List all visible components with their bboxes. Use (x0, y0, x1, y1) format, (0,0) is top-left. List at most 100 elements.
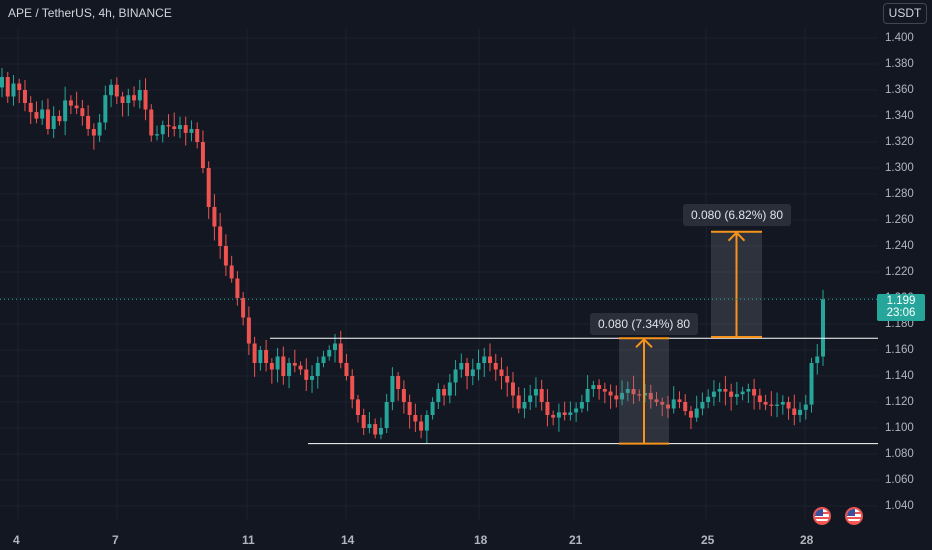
y-tick-label: 1.340 (885, 110, 914, 122)
candle-body (103, 95, 108, 123)
bar-countdown: 23:06 (886, 307, 916, 319)
x-tick-label: 11 (242, 533, 255, 547)
candle-body (338, 343, 343, 363)
candle-body (562, 412, 567, 415)
candle-body (780, 402, 785, 405)
candle-body (310, 376, 315, 380)
candle-body (476, 363, 481, 370)
candle-body (821, 299, 825, 357)
candle-body (631, 389, 636, 395)
candle-body (281, 356, 286, 376)
candle-body (465, 363, 470, 376)
candle-body (218, 226, 223, 246)
currency-button[interactable]: USDT (883, 3, 927, 24)
candle-body (769, 404, 774, 406)
candle-body (424, 415, 429, 431)
candle-body (499, 369, 504, 376)
candle-body (602, 389, 607, 392)
candle-body (269, 363, 274, 370)
candle-body (413, 415, 418, 422)
candles (0, 67, 825, 444)
candle-body (252, 343, 257, 363)
y-tick-label: 1.100 (885, 422, 914, 434)
flag-icon[interactable] (845, 507, 863, 525)
candle-body (551, 415, 556, 418)
candle-body (614, 395, 619, 400)
measure-arrow-head (727, 231, 746, 242)
candle-body (17, 83, 22, 90)
candle-body (384, 402, 389, 428)
candle-body (126, 95, 131, 103)
chart-title: APE / TetherUS, 4h, BINANCE (8, 6, 172, 20)
candle-body (63, 100, 68, 122)
candle-body (361, 415, 366, 428)
candle-body (298, 365, 303, 370)
candle-body (86, 116, 91, 129)
candle-body (740, 391, 745, 395)
y-tick-label: 1.300 (885, 162, 914, 174)
candle-body (401, 389, 406, 402)
candle-body (637, 394, 642, 396)
candle-body (344, 363, 349, 376)
candle-body (235, 278, 240, 298)
x-tick-label: 18 (474, 533, 488, 547)
y-tick-label: 1.140 (885, 370, 914, 382)
candle-body (545, 402, 550, 415)
candle-body (688, 411, 693, 418)
candle-body (189, 129, 194, 133)
candle-body (28, 103, 33, 113)
candle-body (809, 363, 814, 405)
candle-body (304, 369, 309, 380)
candle-body (723, 389, 728, 392)
candle-body (625, 389, 630, 393)
candle-body (579, 402, 584, 409)
last-price-tag: 1.199 23:06 (877, 294, 925, 321)
candle-body (528, 395, 533, 402)
candle-body (229, 265, 234, 279)
candle-body (91, 129, 96, 136)
candle-body (798, 409, 803, 415)
candle-body (482, 356, 487, 363)
candle-body (143, 90, 148, 110)
candle-body (200, 142, 205, 168)
candle-body (717, 389, 722, 392)
candle-body (556, 412, 561, 418)
candle-body (120, 96, 125, 103)
y-tick-label: 1.060 (885, 474, 914, 486)
y-tick-label: 1.080 (885, 448, 914, 460)
x-tick-label: 21 (569, 533, 583, 547)
candle-body (51, 116, 56, 129)
candle-body (694, 408, 699, 418)
candle-body (775, 404, 780, 406)
measure-label-1[interactable]: 0.080 (7.34%) 80 (590, 313, 699, 335)
candle-body (0, 77, 4, 88)
flag-icon[interactable] (813, 507, 831, 525)
y-tick-label: 1.320 (885, 136, 914, 148)
last-price: 1.199 (886, 295, 916, 307)
y-tick-label: 1.400 (885, 32, 914, 44)
candle-body (160, 125, 165, 135)
candle-body (729, 391, 734, 397)
x-tick-label: 7 (112, 533, 119, 547)
candle-body (223, 246, 228, 266)
candle-body (315, 363, 320, 376)
candle-body (746, 389, 751, 392)
candle-body (166, 125, 171, 127)
candle-body (275, 356, 280, 370)
candle-body (608, 391, 613, 396)
candle-body (510, 382, 515, 396)
candle-body (246, 317, 251, 344)
measure-label-2[interactable]: 0.080 (6.82%) 80 (683, 204, 792, 226)
candle-body (332, 343, 337, 350)
candle-body (206, 168, 211, 207)
candle-body (620, 392, 625, 400)
candle-body (212, 207, 217, 227)
candle-body (292, 363, 297, 366)
candle-body (459, 363, 464, 370)
candle-body (11, 83, 16, 97)
candle-body (493, 363, 498, 370)
y-tick-label: 1.180 (885, 318, 914, 330)
candle-body (734, 394, 739, 397)
candle-body (241, 298, 246, 318)
